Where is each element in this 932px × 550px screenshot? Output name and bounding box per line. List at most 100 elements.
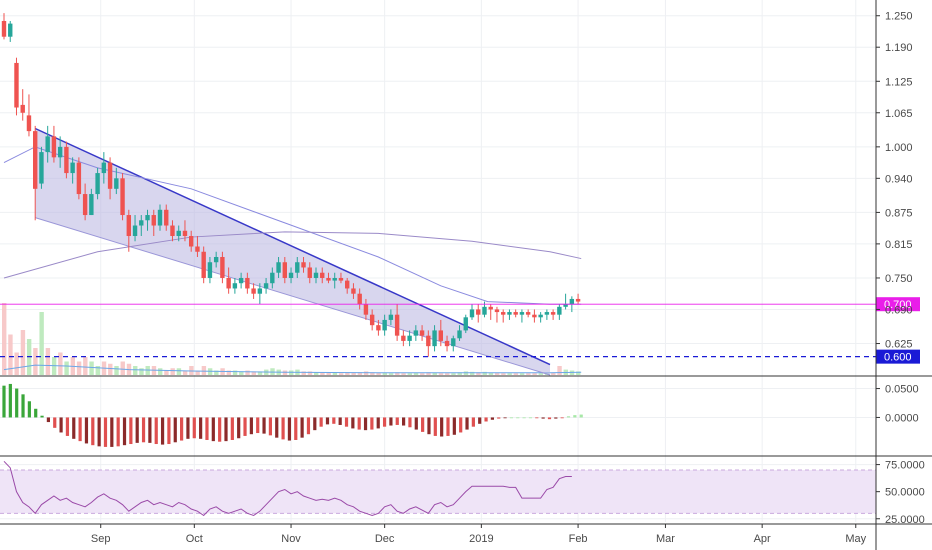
candle-body: [151, 215, 156, 226]
volume-bar: [532, 373, 537, 375]
histogram-bar: [15, 388, 19, 418]
histogram-bar: [370, 417, 374, 430]
candle-body: [263, 283, 269, 289]
histogram-bar: [528, 417, 533, 419]
candle-body: [45, 136, 50, 153]
volume-bar: [438, 373, 444, 375]
volume-bar: [551, 372, 556, 375]
candle-body: [251, 288, 256, 294]
histogram-bar: [59, 417, 63, 433]
candle-body: [513, 312, 518, 315]
candle-body: [288, 272, 294, 278]
histogram-bar: [154, 417, 158, 445]
candle-body: [132, 225, 138, 237]
histogram-bar: [262, 417, 266, 434]
candle-body: [33, 131, 38, 189]
histogram-bar: [325, 417, 330, 425]
candle-body: [326, 277, 331, 281]
histogram-panel: [2, 383, 583, 447]
histogram-bar: [72, 417, 76, 439]
oscillator-line: [3, 460, 572, 517]
candle-body: [213, 256, 219, 263]
candle-body: [376, 325, 381, 331]
channel-fill: [35, 128, 550, 375]
candle-body: [189, 236, 194, 247]
histogram-bar: [103, 417, 108, 447]
histogram-bar: [84, 417, 89, 444]
histogram-bar: [332, 417, 336, 424]
volume-bar: [301, 371, 306, 375]
volume-bar: [320, 372, 325, 375]
candle-body: [89, 194, 94, 216]
candle-body: [126, 215, 131, 237]
histogram-bar: [497, 417, 501, 419]
y-tick-label: 0.875: [885, 207, 913, 219]
volume-bar: [407, 373, 412, 375]
volume-bar: [20, 330, 26, 375]
candle-body: [20, 104, 25, 113]
histogram-bar: [389, 417, 393, 426]
histogram-bar: [186, 417, 190, 439]
candle-body: [432, 330, 437, 347]
histogram-bar: [205, 417, 209, 440]
volume-bar: [513, 373, 519, 375]
histogram-bar: [579, 414, 583, 418]
candle-body: [426, 335, 431, 347]
candle-body: [369, 314, 375, 326]
histogram-bar: [427, 417, 431, 435]
volume-bar: [239, 371, 244, 375]
histogram-bar: [478, 417, 482, 424]
volume-bar: [388, 373, 394, 375]
histogram-bar: [46, 417, 50, 423]
candle-body: [351, 288, 356, 294]
y-tick-label: 0.750: [885, 273, 913, 285]
candle-body: [245, 277, 250, 289]
moving-average-line-2: [3, 231, 582, 279]
histogram-bar: [535, 417, 539, 419]
candle-body: [407, 335, 412, 341]
y-tick-label: 1.125: [885, 76, 913, 88]
candle-body: [157, 209, 163, 226]
channel-lower-line: [35, 217, 551, 376]
volume-bar: [576, 371, 581, 375]
volume-bar: [382, 372, 388, 375]
histogram-bar: [141, 417, 146, 443]
volume-bar: [494, 372, 500, 375]
volume-bar: [420, 373, 425, 375]
histogram-bar: [541, 417, 545, 419]
candle-body: [182, 230, 188, 237]
candle-body: [463, 317, 468, 331]
candle-body: [270, 272, 275, 284]
volume-bar: [83, 357, 88, 375]
histogram-bar: [230, 417, 234, 440]
candle-body: [295, 262, 300, 273]
volume-bar: [182, 370, 188, 375]
candle-body: [120, 178, 125, 216]
histogram-bar: [306, 417, 311, 435]
volume-bar: [351, 372, 356, 375]
volume-bar: [33, 348, 38, 375]
histogram-bar: [522, 417, 526, 419]
candle-body: [1, 20, 7, 37]
volume-bar: [538, 373, 544, 375]
y-tick-label: 75.0000: [885, 460, 925, 472]
volume-bar: [251, 371, 256, 375]
volume-bar: [363, 371, 369, 375]
volume-bar: [413, 372, 419, 375]
y-tick-label: 0.940: [885, 173, 913, 185]
histogram-bar: [440, 417, 444, 437]
candle-body: [569, 298, 575, 305]
x-tick-label: Dec: [375, 533, 395, 545]
candle-body: [313, 272, 319, 278]
volume-bar: [201, 366, 207, 375]
volume-bar: [314, 372, 319, 375]
candle-body: [26, 115, 32, 132]
histogram-bar: [148, 417, 152, 443]
volume-bar: [357, 372, 363, 375]
candle-body: [139, 220, 144, 226]
candle-body: [39, 152, 44, 184]
volume-bar: [376, 372, 381, 375]
histogram-bar: [281, 417, 285, 440]
